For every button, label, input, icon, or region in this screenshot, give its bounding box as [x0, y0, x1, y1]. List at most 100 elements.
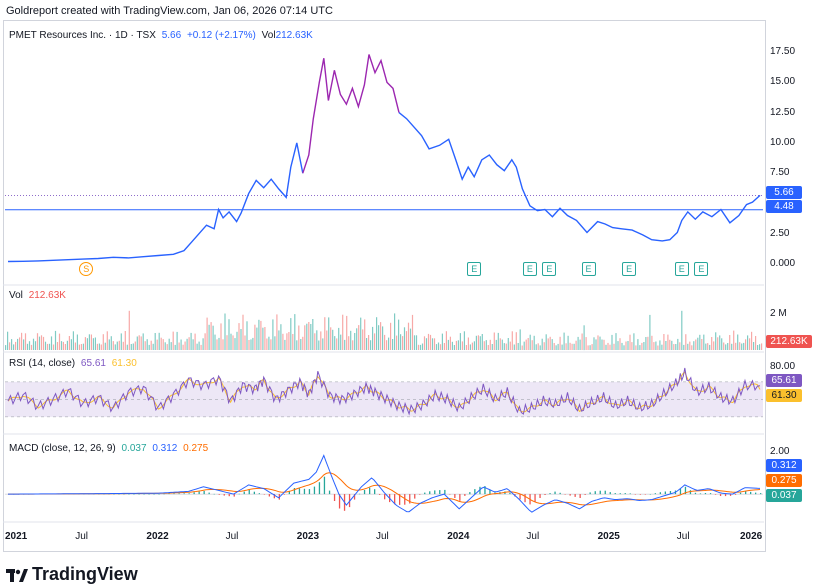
rsi-label[interactable]: RSI (14, close)	[9, 358, 76, 369]
macd-histogram-bar	[133, 494, 135, 495]
volume-bar	[657, 345, 659, 350]
volume-bar	[727, 343, 729, 350]
symbol-label[interactable]: PMET Resources Inc. · 1D · TSX	[9, 30, 156, 41]
volume-bar	[378, 325, 380, 350]
macd-label[interactable]: MACD (close, 12, 26, 9)	[9, 443, 116, 454]
macd-histogram-bar	[755, 492, 757, 495]
volume-bar	[90, 334, 92, 350]
volume-bar	[587, 345, 589, 350]
volume-bar	[202, 338, 204, 350]
volume-bar	[695, 339, 697, 350]
macd-histogram-bar	[178, 493, 180, 495]
volume-bar	[116, 341, 118, 350]
time-tick-label: 2023	[296, 531, 320, 542]
earnings-marker[interactable]: E	[581, 262, 596, 276]
volume-bar	[336, 338, 338, 350]
volume-bar	[639, 345, 641, 350]
earnings-marker[interactable]: E	[694, 262, 709, 276]
volume-bar	[471, 342, 473, 350]
volume-bar	[643, 342, 645, 350]
volume-bar	[557, 343, 559, 350]
volume-bar	[551, 339, 553, 350]
volume-bar	[525, 339, 527, 350]
volume-bar	[681, 310, 683, 350]
volume-bar	[677, 338, 679, 350]
earnings-marker[interactable]: E	[674, 262, 689, 276]
macd-histogram-bar	[148, 494, 150, 495]
volume-bar	[388, 337, 390, 350]
volume-bar	[603, 339, 605, 350]
macd-histogram-bar	[208, 492, 210, 495]
macd-histogram-bar	[639, 494, 641, 495]
volume-bar	[19, 337, 21, 350]
rsi-value: 65.61	[80, 358, 106, 369]
earnings-marker[interactable]: E	[542, 262, 557, 276]
volume-bar	[114, 344, 116, 350]
volume-bar	[535, 344, 537, 350]
macd-histogram-bar	[554, 491, 556, 495]
volume-bar	[138, 335, 140, 350]
volume-bar	[565, 343, 567, 350]
split-marker[interactable]: S	[79, 262, 94, 276]
volume-bar	[196, 343, 198, 350]
volume-bar	[703, 334, 705, 350]
macd-tag: 0.312	[766, 459, 802, 472]
volume-bar	[34, 341, 37, 350]
time-tick-label: 2021	[5, 531, 28, 542]
volume-bar	[753, 342, 755, 350]
volume-bar	[152, 343, 154, 350]
macd-histogram-bar	[449, 494, 451, 495]
volume-bar	[691, 345, 693, 350]
volume-bar	[619, 338, 621, 350]
volume-bar	[234, 338, 236, 350]
macd-histogram-bar	[745, 491, 747, 495]
earnings-marker[interactable]: E	[622, 262, 637, 276]
volume-bar	[362, 329, 364, 350]
macd-histogram-bar	[233, 494, 235, 497]
volume-bar	[445, 331, 447, 350]
volume-label[interactable]: Vol	[9, 290, 23, 301]
macd-histogram-bar	[439, 490, 441, 495]
volume-bar	[230, 333, 232, 350]
volume-bar	[390, 322, 392, 350]
volume-bar	[222, 339, 224, 350]
volume-bar	[110, 336, 112, 350]
earnings-marker[interactable]: E	[522, 262, 537, 276]
volume-bar	[344, 339, 346, 350]
macd-histogram-bar	[263, 494, 265, 495]
macd-histogram-bar	[203, 491, 205, 495]
tradingview-brand[interactable]: TradingView	[6, 564, 138, 585]
volume-bar	[699, 334, 701, 350]
macd-histogram-bar	[193, 492, 195, 495]
time-tick-label: 2024	[447, 531, 470, 542]
macd-histogram-bar	[238, 493, 240, 495]
volume-bar	[232, 335, 234, 350]
volume-tick-label: 2 M	[770, 308, 787, 319]
volume-bar	[82, 343, 84, 350]
volume-bar	[226, 335, 228, 350]
volume-bar	[144, 341, 146, 350]
macd-histogram-bar	[659, 492, 661, 495]
volume-bar	[417, 344, 420, 350]
volume-bar	[288, 332, 290, 350]
macd-histogram-bar	[519, 494, 521, 500]
volume-bar	[160, 337, 162, 350]
macd-histogram-bar	[509, 492, 511, 495]
earnings-marker[interactable]: E	[467, 262, 482, 276]
volume-bar	[128, 310, 130, 350]
macd-histogram-bar	[293, 488, 296, 495]
macd-histogram-bar	[223, 494, 225, 496]
macd-histogram-bar	[163, 493, 165, 495]
volume-bar	[555, 345, 557, 350]
volume-bar	[481, 334, 483, 350]
volume-bar	[366, 338, 368, 350]
volume-bar	[72, 331, 74, 350]
volume-bar	[567, 335, 569, 350]
volume-bar	[314, 333, 316, 350]
volume-bar	[218, 337, 220, 350]
hline-price-tag: 4.48	[766, 200, 802, 213]
macd-histogram-bar	[584, 494, 586, 495]
price-tick-label: 15.00	[770, 76, 796, 88]
volume-bar	[23, 339, 25, 350]
